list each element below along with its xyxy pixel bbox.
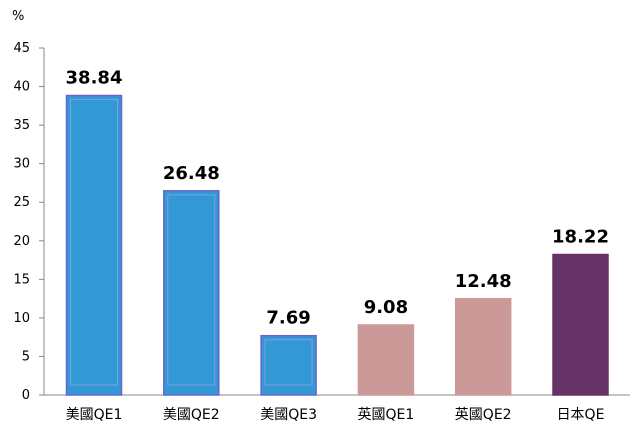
bar: [163, 190, 220, 396]
x-category-label: 日本QE: [557, 407, 605, 423]
bar: [552, 253, 609, 396]
y-tick-label: 30: [13, 157, 30, 172]
bar: [65, 94, 123, 396]
data-labels: 38.84 26.48 7.69 9.08 12.48 18.22: [66, 68, 609, 329]
data-label: 38.84: [66, 68, 123, 89]
bar-inner-frame: [167, 194, 216, 386]
x-category-labels: 美國QE1 美國QE2 美國QE3 英國QE1 英國QE2 日本QE: [66, 406, 605, 423]
y-tick-label: 20: [13, 234, 30, 249]
bar-inner-frame: [264, 339, 313, 386]
x-category-label: 英國QE1: [358, 406, 415, 423]
data-label: 9.08: [364, 297, 408, 318]
bars: [65, 94, 609, 396]
x-category-label: 美國QE3: [260, 407, 317, 423]
x-category-label: 英國QE2: [455, 406, 512, 423]
data-label: 26.48: [163, 163, 220, 184]
y-tick-label: 10: [13, 311, 30, 326]
y-ticks: 0 5 10 15 20 25 30 35 40 45: [13, 41, 44, 403]
x-category-label: 美國QE1: [66, 407, 123, 423]
y-tick-label: 45: [13, 41, 30, 56]
y-tick-label: 5: [22, 349, 30, 364]
y-tick-label: 35: [13, 118, 30, 133]
data-label: 18.22: [552, 227, 609, 248]
bar: [260, 334, 317, 396]
bar-inner-frame: [70, 99, 118, 386]
bar: [357, 324, 415, 396]
data-label: 7.69: [266, 308, 310, 329]
y-axis-unit-label: %: [12, 9, 24, 24]
y-tick-label: 40: [13, 80, 30, 95]
bar: [454, 298, 512, 396]
y-tick-label: 15: [13, 272, 30, 287]
x-category-label: 美國QE2: [163, 407, 220, 423]
y-tick-label: 0: [22, 388, 30, 403]
y-tick-label: 25: [13, 195, 30, 210]
data-label: 12.48: [455, 271, 512, 292]
